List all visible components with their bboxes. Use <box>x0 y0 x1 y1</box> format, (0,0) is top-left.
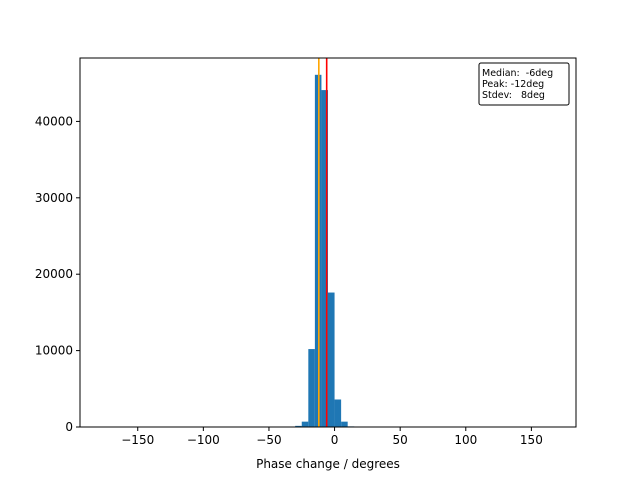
reference-lines <box>318 58 328 427</box>
x-tick-label: 150 <box>520 433 543 447</box>
histogram-bar <box>341 421 348 427</box>
histogram-bar <box>301 421 309 427</box>
histogram-bar <box>334 399 342 427</box>
x-tick-label: −150 <box>121 433 154 447</box>
plot-frame <box>79 57 577 428</box>
y-tick-label: 40000 <box>35 114 73 128</box>
stats-median-text: Median: -6deg <box>482 68 553 79</box>
x-tick-label: −50 <box>256 433 281 447</box>
x-tick-label: 100 <box>454 433 477 447</box>
histogram-bars <box>295 74 355 427</box>
y-tick-label: 10000 <box>35 344 73 358</box>
histogram-bar <box>321 90 328 427</box>
stats-stdev-text: Stdev: 8deg <box>482 90 545 101</box>
y-tick-label: 0 <box>65 420 73 434</box>
x-tick-label: 0 <box>331 433 339 447</box>
y-axis-ticks: 0 10000 20000 30000 40000 <box>35 114 80 434</box>
x-axis-label: Phase change / degrees <box>256 457 400 471</box>
y-tick-label: 20000 <box>35 267 73 281</box>
x-axis-ticks: −150 −100 −50 0 50 100 150 <box>121 427 543 447</box>
histogram-bar <box>328 292 335 427</box>
x-tick-label: 50 <box>393 433 408 447</box>
histogram-bar <box>295 425 302 427</box>
y-tick-label: 30000 <box>35 191 73 205</box>
x-tick-label: −100 <box>187 433 220 447</box>
stats-peak-text: Peak: -12deg <box>482 79 544 90</box>
histogram-bar <box>308 349 315 427</box>
stats-annotation-box: Median: -6deg Peak: -12deg Stdev: 8deg <box>478 62 570 106</box>
